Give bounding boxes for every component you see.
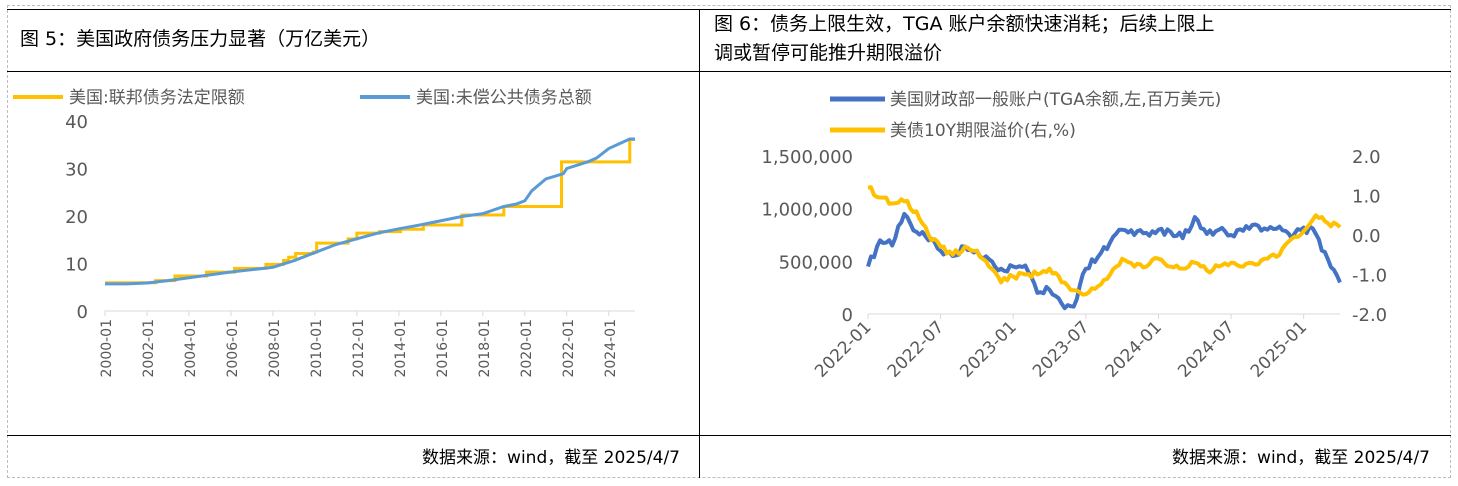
legend-label-1: 美国:未偿公共债务总额 [416, 88, 592, 108]
x-tick-label-12: 2024-01 [603, 319, 619, 378]
y-tick-label-0: 0 [77, 302, 88, 323]
legend-label-0: 美国财政部一般账户(TGA余额,左,百万美元) [890, 90, 1221, 110]
figure6-title-line1: 图 6：债务上限生效，TGA 账户余额快速消耗；后续上限上 [714, 13, 1215, 35]
figure6-source: 数据来源：wind，截至 2025/4/7 [1172, 448, 1430, 468]
y-left-tick-label-0: 0 [842, 305, 853, 326]
tga-term-premium-chart: 0 500,000 1,000,000 1,500,000 -2.0 -1.0 0.0 1.0… [761, 90, 1387, 382]
x-tick-label-1: 2022-07 [884, 317, 948, 381]
footer-top-rule [7, 435, 1451, 436]
x-tick-label-0: 2022-01 [811, 317, 875, 381]
panel-divider [699, 9, 700, 478]
series-tga-balance-line [866, 211, 1342, 311]
figure6-title-line2: 调或暂停可能推升期限溢价 [714, 42, 943, 64]
series-debt-limit-line [105, 138, 635, 285]
x-tick-label-0: 2000-01 [99, 319, 115, 378]
x-tick-label-1: 2002-01 [141, 319, 157, 378]
legend-label-0: 美国:联邦债务法定限额 [69, 88, 245, 108]
x-tick-label-7: 2014-01 [393, 319, 409, 378]
header-bottom-rule [7, 71, 1451, 72]
y-right-tick-label-1: -1.0 [1352, 266, 1387, 287]
y-tick-label-2: 20 [65, 207, 88, 228]
x-tick-label-3: 2023-07 [1029, 317, 1093, 381]
x-tick-label-2: 2023-01 [956, 317, 1020, 381]
y-right-tick-label-2: 0.0 [1352, 226, 1381, 247]
y-left-tick-label-1: 500,000 [779, 252, 853, 273]
report-frame [7, 5, 1451, 478]
x-tick-label-4: 2008-01 [267, 319, 283, 378]
debt-limit-chart: 0 10 20 30 40 2000-01 2002-01 2004-01 2006-01 200… [13, 88, 635, 378]
x-tick-label-11: 2022-01 [561, 319, 577, 378]
x-tick-label-5: 2010-01 [309, 319, 325, 378]
x-tick-label-6: 2012-01 [351, 319, 367, 378]
legend-label-1: 美债10Y期限溢价(右,%) [890, 121, 1076, 141]
series-term-premium-line [867, 185, 1342, 297]
figure5-title: 图 5：美国政府债务压力显著（万亿美元） [20, 28, 381, 50]
x-tick-label-6: 2025-01 [1247, 317, 1311, 381]
y-tick-label-4: 40 [65, 112, 88, 133]
y-right-tick-label-3: 1.0 [1352, 187, 1381, 208]
y-right-tick-label-4: 2.0 [1352, 147, 1381, 168]
header-top-rule [7, 9, 1451, 10]
y-left-tick-label-2: 1,000,000 [761, 200, 853, 221]
x-tick-label-10: 2020-01 [519, 319, 535, 378]
x-tick-label-9: 2018-01 [477, 319, 493, 378]
y-right-tick-label-0: -2.0 [1352, 305, 1387, 326]
y-left-tick-label-3: 1,500,000 [761, 147, 853, 168]
y-tick-label-3: 30 [65, 160, 88, 181]
x-tick-label-4: 2024-01 [1102, 317, 1166, 381]
series-public-debt-line [105, 137, 635, 286]
x-tick-label-3: 2006-01 [225, 319, 241, 378]
x-tick-label-8: 2016-01 [435, 319, 451, 378]
figure5-source: 数据来源：wind，截至 2025/4/7 [422, 448, 680, 468]
x-tick-label-2: 2004-01 [183, 319, 199, 378]
x-tick-label-5: 2024-07 [1174, 317, 1238, 381]
y-tick-label-1: 10 [65, 255, 88, 276]
